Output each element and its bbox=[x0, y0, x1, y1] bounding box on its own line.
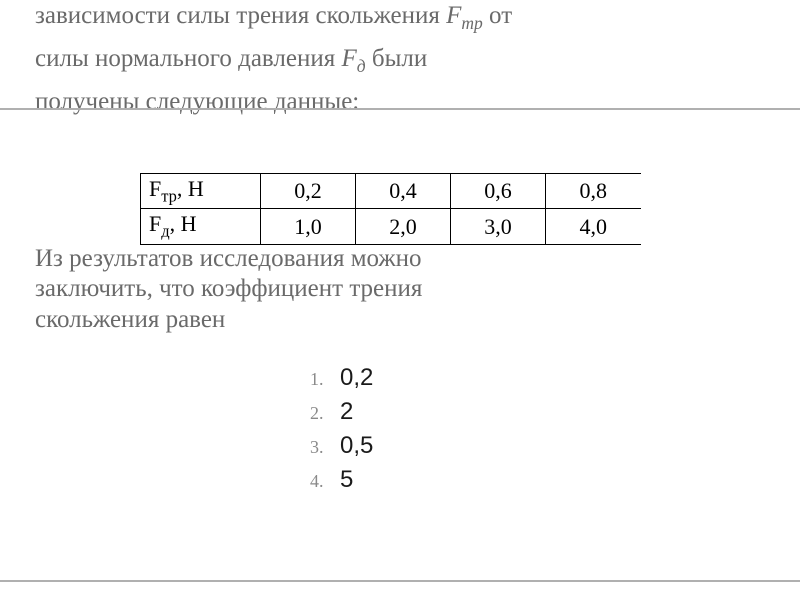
label-sub: тр bbox=[161, 186, 177, 205]
conclusion-line-1: Из результатов исследования можно bbox=[35, 243, 765, 276]
label-var: F bbox=[149, 176, 161, 201]
table-cell: 0,8 bbox=[546, 174, 641, 209]
subscript-tr: тр bbox=[461, 13, 482, 33]
table-cell: 0,2 bbox=[261, 174, 356, 209]
subscript-d: д bbox=[357, 56, 366, 76]
option-value: 2 bbox=[340, 398, 353, 426]
label-unit: , Н bbox=[170, 211, 197, 236]
variable-f: F bbox=[341, 45, 356, 72]
intro-text: зависимости силы трения скольжения bbox=[35, 2, 446, 29]
option-number: 1. bbox=[310, 369, 340, 390]
option-number: 2. bbox=[310, 403, 340, 424]
table-cell: 4,0 bbox=[546, 209, 641, 244]
option-item: 1. 0,2 bbox=[310, 364, 765, 392]
option-value: 0,2 bbox=[340, 364, 373, 392]
option-value: 5 bbox=[340, 466, 353, 494]
intro-line-1: зависимости силы трения скольжения Fтр о… bbox=[35, 0, 765, 35]
table-row: Fд, Н 1,0 2,0 3,0 4,0 bbox=[141, 209, 641, 244]
conclusion-line-3: скольжения равен bbox=[35, 304, 765, 337]
data-table-container: Fтр, Н 0,2 0,4 0,6 0,8 Fд, Н 1,0 2,0 3,0… bbox=[140, 173, 765, 245]
bottom-divider bbox=[0, 580, 800, 582]
table-cell: 2,0 bbox=[356, 209, 451, 244]
intro-text: силы нормального давления bbox=[35, 45, 341, 72]
table-cell: 1,0 bbox=[261, 209, 356, 244]
intro-text: от bbox=[483, 2, 512, 29]
variable-f: F bbox=[446, 2, 461, 29]
answer-options: 1. 0,2 2. 2 3. 0,5 4. 5 bbox=[310, 364, 765, 494]
option-value: 0,5 bbox=[340, 432, 373, 460]
row-header: Fтр, Н bbox=[141, 174, 261, 209]
intro-line-3: получены следующие данные: bbox=[35, 86, 765, 119]
label-sub: д bbox=[161, 222, 169, 241]
intro-line-2: силы нормального давления Fд были bbox=[35, 43, 765, 78]
option-item: 4. 5 bbox=[310, 466, 765, 494]
table-cell: 0,6 bbox=[451, 174, 546, 209]
table-cell: 3,0 bbox=[451, 209, 546, 244]
option-number: 4. bbox=[310, 471, 340, 492]
table-row: Fтр, Н 0,2 0,4 0,6 0,8 bbox=[141, 174, 641, 209]
label-var: F bbox=[149, 211, 161, 236]
option-item: 3. 0,5 bbox=[310, 432, 765, 460]
data-table: Fтр, Н 0,2 0,4 0,6 0,8 Fд, Н 1,0 2,0 3,0… bbox=[140, 173, 641, 245]
option-item: 2. 2 bbox=[310, 398, 765, 426]
table-cell: 0,4 bbox=[356, 174, 451, 209]
conclusion-line-2: заключить, что коэффициент трения bbox=[35, 273, 765, 306]
row-header: Fд, Н bbox=[141, 209, 261, 244]
intro-text: были bbox=[366, 45, 428, 72]
horizontal-divider bbox=[0, 108, 800, 110]
option-number: 3. bbox=[310, 437, 340, 458]
label-unit: , Н bbox=[177, 176, 204, 201]
